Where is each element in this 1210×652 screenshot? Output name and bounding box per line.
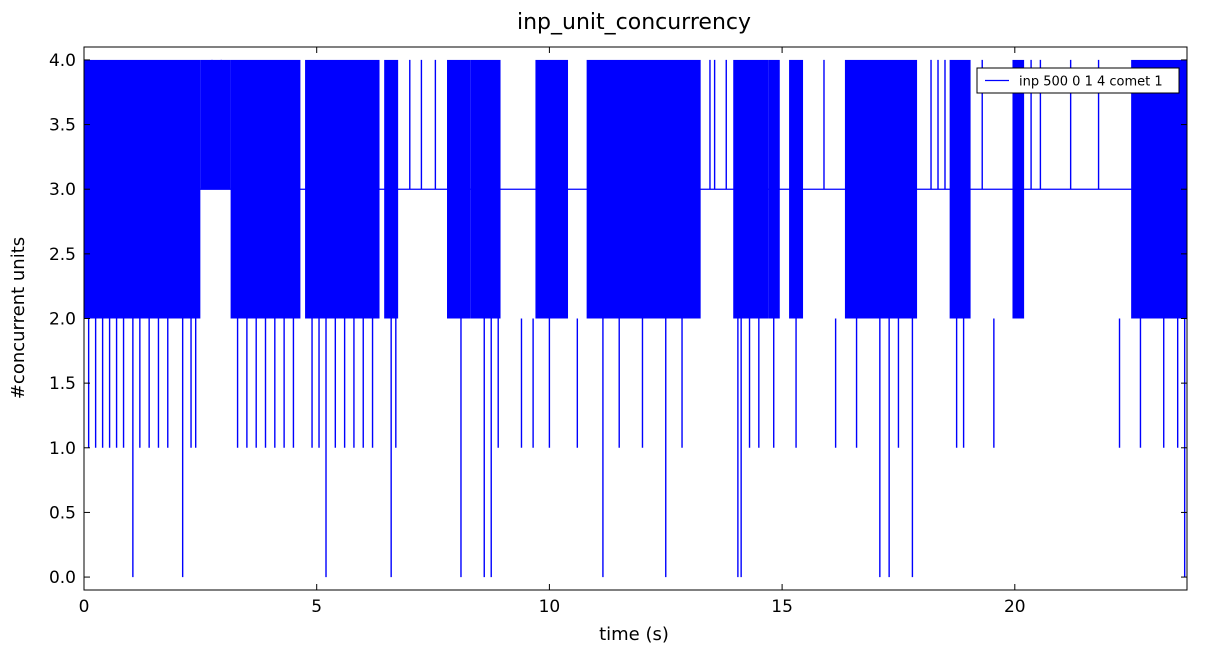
dense-region-1 xyxy=(230,59,301,319)
legend-entry: inp 500 0 1 4 comet 1 xyxy=(1019,75,1163,90)
dense-region-2 xyxy=(305,59,380,319)
dense-region-10 xyxy=(1131,59,1187,319)
dense-region-7 xyxy=(733,59,769,319)
dense-region-3 xyxy=(447,59,471,319)
dense-region-4 xyxy=(470,59,501,319)
y-axis: 0.0 0.5 1.0 1.5 2.0 2.5 3.0 3.5 4.0 xyxy=(49,51,1187,588)
x-tick-label-1: 5 xyxy=(311,597,322,617)
y-tick-label-4: 2.0 xyxy=(49,310,76,330)
y-tick-label-8: 4.0 xyxy=(49,51,76,71)
dense-region-8 xyxy=(844,59,918,319)
y-tick-label-7: 3.5 xyxy=(49,116,76,136)
band-segment-2 xyxy=(768,59,780,319)
plot-area xyxy=(84,59,1187,578)
y-tick-label-5: 2.5 xyxy=(49,245,76,265)
x-tick-label-2: 10 xyxy=(539,597,561,617)
legend-box xyxy=(976,67,1180,94)
y-tick-label-1: 0.5 xyxy=(49,503,76,523)
legend: inp 500 0 1 4 comet 1 xyxy=(976,67,1180,94)
x-axis-label: time (s) xyxy=(599,624,669,645)
dense-region-5 xyxy=(535,59,569,319)
band-segment-4 xyxy=(1012,59,1025,319)
x-tick-label-0: 0 xyxy=(79,597,90,617)
band-segment-0 xyxy=(200,59,231,190)
chart-title: inp_unit_concurrency xyxy=(517,10,751,35)
x-tick-label-4: 20 xyxy=(1004,597,1026,617)
y-tick-label-2: 1.0 xyxy=(49,439,76,459)
y-tick-label-0: 0.0 xyxy=(49,568,76,588)
dense-region-0 xyxy=(84,59,201,319)
band-segment-3 xyxy=(789,59,804,319)
x-tick-label-3: 15 xyxy=(771,597,793,617)
y-tick-label-3: 1.5 xyxy=(49,374,76,394)
y-tick-label-6: 3.0 xyxy=(49,180,76,200)
dense-region-9 xyxy=(949,59,971,319)
dense-region-6 xyxy=(586,59,701,319)
y-axis-label: #concurrent units xyxy=(8,237,29,399)
band-segment-1 xyxy=(384,59,399,319)
x-axis: 0 5 10 15 20 xyxy=(79,47,1026,617)
